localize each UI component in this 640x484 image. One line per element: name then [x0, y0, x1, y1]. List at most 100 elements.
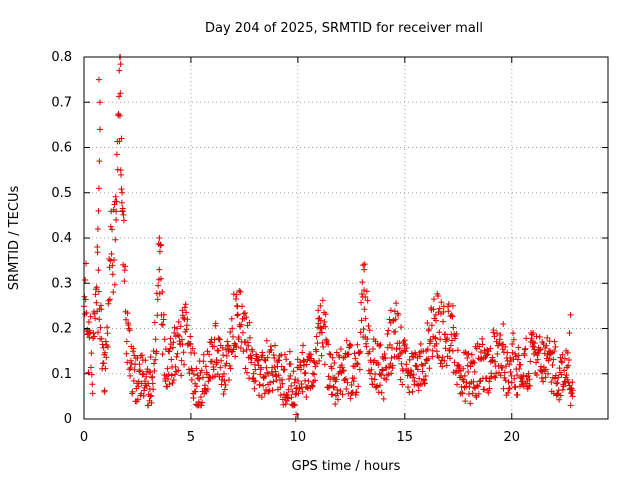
data-point	[174, 332, 181, 339]
data-point	[148, 392, 155, 399]
data-point	[366, 327, 373, 334]
data-point	[388, 370, 395, 377]
data-point	[94, 249, 101, 256]
data-point	[537, 346, 544, 353]
data-point	[526, 376, 533, 383]
data-point	[136, 368, 143, 375]
data-point	[277, 384, 284, 391]
data-point	[355, 383, 362, 390]
data-point	[402, 348, 409, 355]
data-point	[483, 352, 490, 359]
data-point	[508, 372, 515, 379]
data-point	[362, 293, 369, 300]
data-point	[371, 376, 378, 383]
data-point	[365, 322, 372, 329]
data-point	[465, 350, 472, 357]
data-point	[453, 330, 460, 337]
data-point	[251, 385, 258, 392]
data-point	[232, 295, 239, 302]
data-point	[230, 333, 237, 340]
data-point	[552, 343, 559, 350]
data-point	[379, 366, 386, 373]
data-point	[94, 329, 101, 336]
data-point	[329, 354, 336, 361]
x-axis-label: GPS time / hours	[292, 459, 401, 474]
data-point	[140, 370, 147, 377]
data-point	[271, 364, 278, 371]
data-point	[475, 383, 482, 390]
data-point	[94, 244, 101, 251]
data-point	[130, 345, 137, 352]
data-point	[109, 262, 116, 269]
data-point	[402, 341, 409, 348]
data-point	[310, 358, 317, 365]
data-point	[190, 371, 197, 378]
data-point	[479, 341, 486, 348]
data-point	[96, 316, 103, 323]
y-tick-label: 0.7	[51, 95, 72, 110]
data-point	[181, 304, 188, 311]
data-point	[262, 373, 269, 380]
data-point	[514, 356, 521, 363]
data-point	[520, 372, 527, 379]
data-point	[569, 379, 576, 386]
data-point	[435, 293, 442, 300]
data-point	[195, 398, 202, 405]
data-point	[206, 374, 213, 381]
data-point	[331, 360, 338, 367]
data-point	[199, 399, 206, 406]
data-point	[403, 361, 410, 368]
data-point	[263, 337, 270, 344]
data-point	[175, 318, 182, 325]
data-point	[354, 341, 361, 348]
data-point	[181, 361, 188, 368]
data-point	[443, 336, 450, 343]
data-point	[438, 299, 445, 306]
data-point	[560, 383, 567, 390]
data-point	[192, 388, 199, 395]
data-point	[535, 350, 542, 357]
data-point	[356, 366, 363, 373]
data-point	[523, 335, 530, 342]
data-point	[188, 376, 195, 383]
data-point	[151, 367, 158, 374]
data-point	[432, 311, 439, 318]
data-point	[421, 380, 428, 387]
data-point	[283, 356, 290, 363]
data-point	[230, 346, 237, 353]
data-point	[567, 311, 574, 318]
data-point	[384, 331, 391, 338]
data-point	[446, 347, 453, 354]
data-point	[473, 394, 480, 401]
data-point	[217, 364, 224, 371]
data-point	[204, 348, 211, 355]
data-point	[88, 371, 95, 378]
data-point	[559, 386, 566, 393]
data-point	[227, 329, 234, 336]
data-point	[98, 335, 105, 342]
data-point	[233, 302, 240, 309]
data-point	[503, 363, 510, 370]
data-point	[321, 361, 328, 368]
data-point	[552, 375, 559, 382]
data-point	[281, 366, 288, 373]
data-point	[475, 390, 482, 397]
data-point	[89, 390, 96, 397]
data-point	[559, 359, 566, 366]
data-point	[101, 388, 108, 395]
data-point	[413, 363, 420, 370]
data-point	[240, 310, 247, 317]
data-point	[357, 329, 364, 336]
data-point	[358, 291, 365, 298]
data-point	[261, 390, 268, 397]
y-tick-label: 0.1	[51, 367, 72, 382]
data-point	[189, 367, 196, 374]
y-tick-label: 0.6	[51, 141, 72, 156]
data-point	[127, 372, 134, 379]
data-point	[108, 250, 115, 257]
data-point	[160, 311, 167, 318]
data-point	[317, 324, 324, 331]
data-point	[344, 379, 351, 386]
data-point	[122, 316, 129, 323]
data-point	[148, 399, 155, 406]
